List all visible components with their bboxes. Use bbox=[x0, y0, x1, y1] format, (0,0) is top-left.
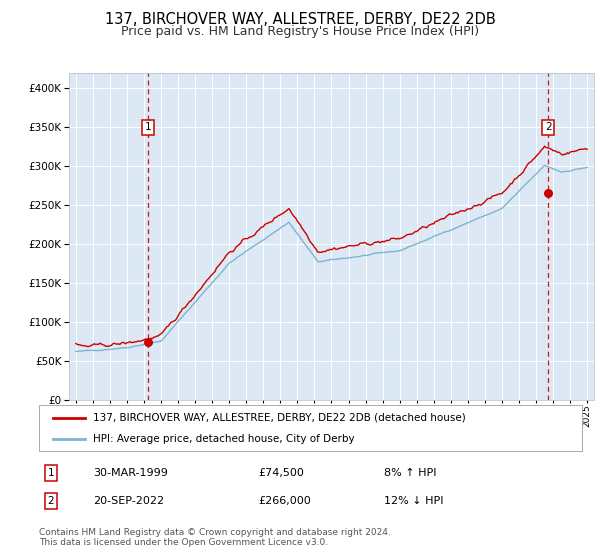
Text: 2: 2 bbox=[545, 123, 551, 132]
Text: HPI: Average price, detached house, City of Derby: HPI: Average price, detached house, City… bbox=[94, 435, 355, 444]
Text: 137, BIRCHOVER WAY, ALLESTREE, DERBY, DE22 2DB: 137, BIRCHOVER WAY, ALLESTREE, DERBY, DE… bbox=[104, 12, 496, 27]
Text: 8% ↑ HPI: 8% ↑ HPI bbox=[384, 468, 437, 478]
Text: 2: 2 bbox=[47, 496, 55, 506]
Text: 20-SEP-2022: 20-SEP-2022 bbox=[93, 496, 164, 506]
Text: 12% ↓ HPI: 12% ↓ HPI bbox=[384, 496, 443, 506]
Text: 1: 1 bbox=[47, 468, 55, 478]
Text: £74,500: £74,500 bbox=[258, 468, 304, 478]
Text: 30-MAR-1999: 30-MAR-1999 bbox=[93, 468, 168, 478]
Text: £266,000: £266,000 bbox=[258, 496, 311, 506]
Text: Contains HM Land Registry data © Crown copyright and database right 2024.
This d: Contains HM Land Registry data © Crown c… bbox=[39, 528, 391, 547]
Text: Price paid vs. HM Land Registry's House Price Index (HPI): Price paid vs. HM Land Registry's House … bbox=[121, 25, 479, 38]
Text: 137, BIRCHOVER WAY, ALLESTREE, DERBY, DE22 2DB (detached house): 137, BIRCHOVER WAY, ALLESTREE, DERBY, DE… bbox=[94, 413, 466, 423]
Text: 1: 1 bbox=[145, 123, 151, 132]
